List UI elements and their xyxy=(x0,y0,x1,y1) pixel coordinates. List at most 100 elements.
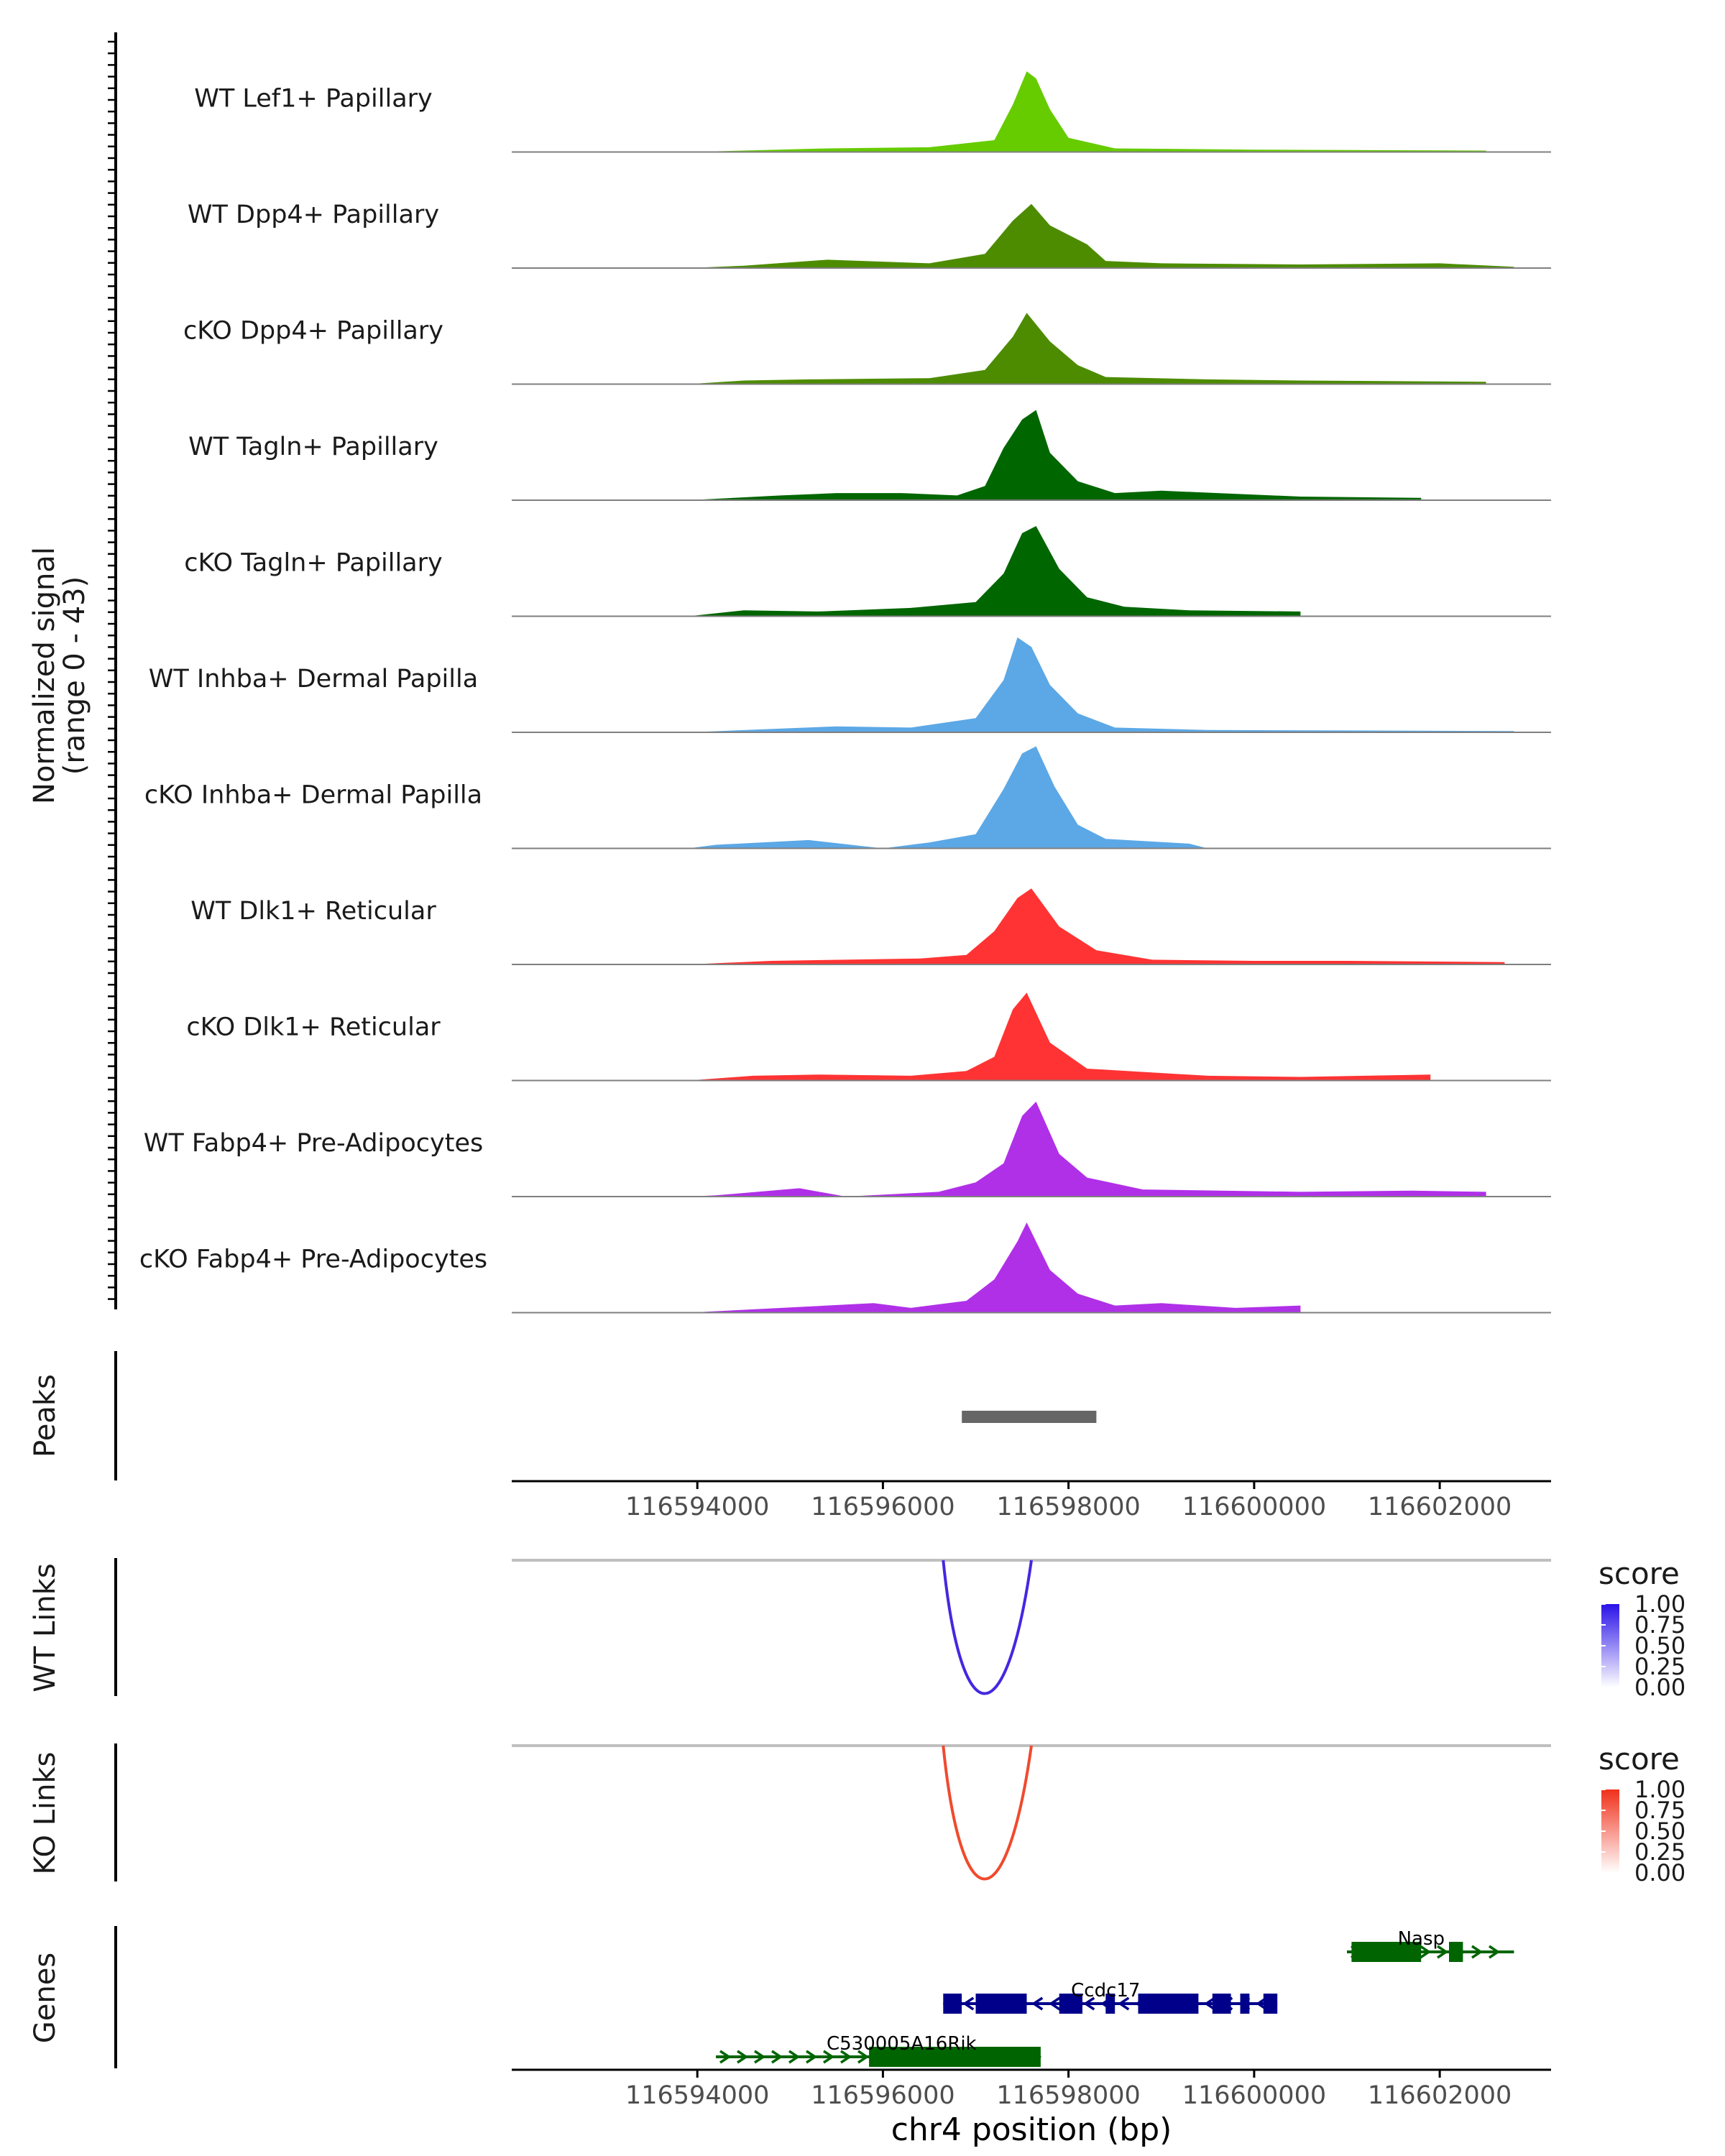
gene-2: Ccdc17 xyxy=(943,1980,1278,2014)
strand-arrow-left-icon xyxy=(771,2050,783,2064)
links-panel-label: WT Links xyxy=(29,1563,62,1692)
strand-arrow-left-icon xyxy=(754,2050,766,2064)
track-signal-area xyxy=(688,746,1208,849)
track-signal-area xyxy=(688,526,1301,617)
strand-arrow-left-icon xyxy=(719,2050,732,2064)
strand-arrow-right-icon xyxy=(1204,1996,1216,2011)
legend-tick-label: 0.75 xyxy=(1634,1611,1685,1639)
gene-exon xyxy=(975,1994,1027,2014)
peaks-panel-label: Peaks xyxy=(29,1374,62,1457)
x-axis-title: chr4 position (bp) xyxy=(891,2111,1172,2148)
x-axis-tick-label: 116594000 xyxy=(625,2081,769,2110)
track-signal-area xyxy=(688,203,1514,268)
legend-tick-label: 0.25 xyxy=(1634,1653,1685,1680)
x-axis-tick-label: 116600000 xyxy=(1182,2081,1326,2110)
track-8: WT Dlk1+ Reticular xyxy=(190,888,1551,965)
strand-arrow-left-icon xyxy=(737,2050,749,2064)
track-10: WT Fabp4+ Pre-Adipocytes xyxy=(144,1101,1551,1197)
gene-1: Nasp xyxy=(1347,1928,1514,1962)
track-3: cKO Dpp4+ Papillary xyxy=(183,313,1551,385)
gene-exon xyxy=(943,1994,962,2014)
genes-panel-label: Genes xyxy=(29,1953,62,2043)
peak-region-bar xyxy=(962,1411,1097,1423)
track-2: WT Dpp4+ Papillary xyxy=(188,201,1551,269)
track-label: WT Inhba+ Dermal Papilla xyxy=(149,665,478,694)
track-9: cKO Dlk1+ Reticular xyxy=(186,992,1551,1082)
strand-arrow-left-icon xyxy=(788,2050,801,2064)
coverage-y-axis xyxy=(108,32,117,1309)
strand-arrow-right-icon xyxy=(1031,1996,1044,2011)
genes-x-axis-ticks: 116594000 116596000 116598000 116600000 1166… xyxy=(625,2070,1512,2110)
track-label: WT Lef1+ Papillary xyxy=(194,85,433,114)
legend-title: score xyxy=(1598,1741,1680,1777)
link-arc xyxy=(942,1745,1033,1881)
strand-arrow-right-icon xyxy=(962,1996,975,2011)
legend-tick-label: 0.25 xyxy=(1634,1838,1685,1866)
track-label: WT Dlk1+ Reticular xyxy=(190,897,436,926)
strand-arrow-left-icon xyxy=(840,2050,852,2064)
x-axis-tick-label: 116598000 xyxy=(996,2081,1140,2110)
x-axis-tick-label: 116602000 xyxy=(1368,1493,1512,1521)
legend-title: score xyxy=(1598,1556,1680,1591)
track-label: cKO Dlk1+ Reticular xyxy=(186,1013,441,1042)
track-signal-area xyxy=(688,637,1514,732)
track-11: cKO Fabp4+ Pre-Adipocytes xyxy=(139,1222,1551,1314)
strand-arrow-left-icon xyxy=(806,2050,818,2064)
strand-arrow-right-icon xyxy=(1083,1996,1095,2011)
strand-arrow-left-icon xyxy=(1420,1945,1432,1959)
strand-arrow-left-icon xyxy=(857,2050,870,2064)
legend-tick-label: 0.00 xyxy=(1634,1674,1685,1701)
track-4: WT Tagln+ Papillary xyxy=(188,410,1551,501)
track-signal-area xyxy=(688,410,1422,500)
gene-exon xyxy=(869,2047,1041,2067)
track-6: WT Inhba+ Dermal Papilla xyxy=(149,637,1551,733)
track-signal-area xyxy=(688,992,1431,1081)
track-signal-area xyxy=(688,1101,1486,1197)
legend-tick-label: 0.50 xyxy=(1634,1632,1685,1659)
legend-tick-label: 1.00 xyxy=(1634,1590,1685,1618)
legend-tick-label: 0.50 xyxy=(1634,1818,1685,1845)
track-1: WT Lef1+ Papillary xyxy=(194,71,1551,153)
links-panel-label: KO Links xyxy=(29,1752,62,1875)
gene-exon xyxy=(1351,1942,1422,1962)
strand-arrow-right-icon xyxy=(1118,1996,1130,2011)
x-axis-tick-label: 116602000 xyxy=(1368,2081,1512,2110)
track-label: cKO Inhba+ Dermal Papilla xyxy=(144,781,482,810)
peaks-x-axis-ticks: 116594000 116596000 116598000 116600000 1166… xyxy=(625,1481,1512,1521)
gene-name-label: C530005A16Rik xyxy=(827,2033,977,2055)
legend-tick-label: 0.75 xyxy=(1634,1797,1685,1824)
link-arc xyxy=(942,1560,1033,1695)
legend-tick-label: 0.00 xyxy=(1634,1859,1685,1886)
track-label: WT Fabp4+ Pre-Adipocytes xyxy=(144,1129,483,1158)
track-signal-area xyxy=(688,71,1486,152)
track-7: cKO Inhba+ Dermal Papilla xyxy=(144,746,1551,849)
coverage-tracks: WT Lef1+ Papillary WT Dpp4+ Papillary cKO … xyxy=(139,71,1551,1314)
gene-exon xyxy=(1059,1994,1082,2014)
track-label: cKO Fabp4+ Pre-Adipocytes xyxy=(139,1245,487,1274)
gene-exon xyxy=(1449,1942,1463,1962)
track-label: WT Dpp4+ Papillary xyxy=(188,201,439,229)
track-signal-area xyxy=(688,1222,1301,1313)
track-signal-area xyxy=(688,888,1505,964)
gene-name-label: Nasp xyxy=(1398,1928,1445,1950)
strand-arrow-left-icon xyxy=(1471,1945,1484,1959)
gene-name-label: Ccdc17 xyxy=(1071,1980,1140,2001)
track-label: cKO Tagln+ Papillary xyxy=(184,549,443,578)
strand-arrow-left-icon xyxy=(1437,1945,1449,1959)
strand-arrow-left-icon xyxy=(1489,1945,1501,1959)
track-signal-area xyxy=(688,313,1486,384)
gene-exon xyxy=(1138,1994,1199,2014)
gene-3: C530005A16Rik xyxy=(716,2033,1042,2067)
x-axis-tick-label: 116596000 xyxy=(811,2081,954,2110)
x-axis-tick-label: 116600000 xyxy=(1182,1493,1326,1521)
track-5: cKO Tagln+ Papillary xyxy=(184,526,1551,617)
coverage-y-label-line1: Normalized signal xyxy=(28,547,61,804)
x-axis-tick-label: 116596000 xyxy=(811,1493,954,1521)
track-label: cKO Dpp4+ Papillary xyxy=(183,317,443,346)
peak-regions xyxy=(962,1411,1097,1423)
gene-exon xyxy=(1212,1994,1231,2014)
